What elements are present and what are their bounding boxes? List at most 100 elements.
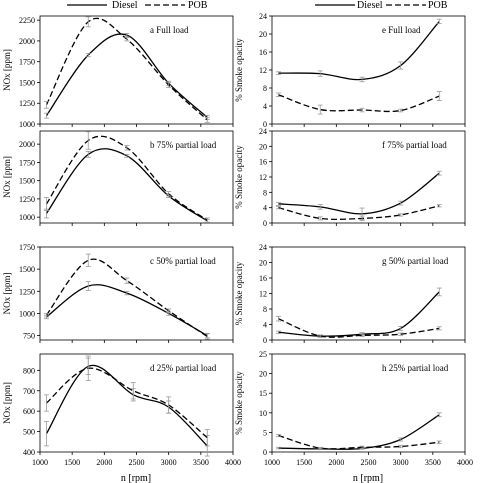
y-tick-label: 1000 <box>19 309 35 318</box>
legend-diesel-label: Diesel <box>112 0 138 11</box>
chart-panel-h: 0 5 10 15 20 25 1000 1500 2000 2500 3000 3500 4000 % … <box>234 350 473 467</box>
series-line-diesel <box>278 291 440 337</box>
x-tick-label: 3500 <box>425 458 441 467</box>
y-tick-label: 1250 <box>19 195 35 204</box>
y-tick-label: 0 <box>263 448 267 457</box>
x-tick-label: 2000 <box>328 458 344 467</box>
series-line-diesel <box>45 33 208 118</box>
y-tick-label: 20 <box>259 142 267 151</box>
y-tick-label: 2000 <box>19 37 35 46</box>
x-tick-label: 3000 <box>161 458 177 467</box>
y-tick-label: 1250 <box>19 99 35 108</box>
x-tick-label: 1000 <box>264 458 280 467</box>
y-tick-label: 4 <box>263 204 267 213</box>
x-tick-label: 4000 <box>225 458 241 467</box>
y-axis-label: NOx [ppm] <box>2 273 12 315</box>
y-tick-label: 16 <box>259 48 267 57</box>
y-axis-label: % Smoke opacity <box>234 145 244 209</box>
panel-title: g 50% partial load <box>382 256 449 266</box>
y-tick-label: 400 <box>23 448 35 457</box>
panel-title: d 25% partial load <box>150 363 217 373</box>
y-tick-label: 4 <box>263 102 267 111</box>
y-tick-label: 10 <box>259 409 267 418</box>
y-tick-label: 500 <box>23 428 35 437</box>
y-tick-label: 0 <box>263 120 267 129</box>
series-line-diesel <box>45 364 208 447</box>
y-tick-label: 2000 <box>19 140 35 149</box>
y-tick-label: 1000 <box>19 213 35 222</box>
panel-title: h 25% partial load <box>382 363 449 373</box>
panel-title: b 75% partial load <box>150 140 217 150</box>
legend-diesel-label: Diesel <box>357 0 383 11</box>
y-tick-label: 24 <box>259 243 267 252</box>
x-tick-label: 4000 <box>457 458 473 467</box>
y-tick-label: 20 <box>259 259 267 268</box>
y-tick-label: 700 <box>23 387 35 396</box>
chart-panel-a: 1000 1250 1500 1750 2000 2250 NOx [ppm] a Full … <box>2 15 234 129</box>
y-tick-label: 15 <box>259 389 267 398</box>
series-line-diesel <box>278 414 440 450</box>
chart-panel-g: 0 4 8 12 16 20 24 % Smoke opacity g 50% partial … <box>234 243 466 345</box>
series-line-pob <box>278 94 440 113</box>
y-tick-label: 16 <box>259 274 267 283</box>
y-tick-label: 1500 <box>19 78 35 87</box>
plot-frame <box>39 15 234 125</box>
x-tick-label: 2500 <box>361 458 377 467</box>
panel-title: f 75% partial load <box>382 140 447 150</box>
y-tick-label: 1000 <box>19 120 35 129</box>
x-tick-label: 1500 <box>296 458 312 467</box>
chart-panel-b: 1000 1250 1500 1750 2000 NOx [ppm] b 75% parti… <box>2 130 234 226</box>
y-tick-label: 25 <box>259 350 267 359</box>
panel-title: c 50% partial load <box>150 256 216 266</box>
x-tick-label: 1500 <box>64 458 80 467</box>
y-tick-label: 0 <box>263 219 267 228</box>
y-tick-label: 4 <box>263 321 267 330</box>
x-tick-label: 1000 <box>32 458 48 467</box>
chart-panel-d: 400 500 600 700 800 1000 1500 2000 2500 3000 3500 4… <box>2 353 241 467</box>
y-tick-label: 1250 <box>19 287 35 296</box>
y-tick-label: 1500 <box>19 177 35 186</box>
series-line-pob <box>278 205 440 220</box>
legend-pob-label: POB <box>188 0 208 11</box>
y-axis-label: NOx [ppm] <box>2 49 12 91</box>
y-tick-label: 20 <box>259 370 267 379</box>
y-axis-label: % Smoke opacity <box>234 261 244 325</box>
legend-left: Diesel POB <box>67 0 208 11</box>
series-line-pob <box>278 318 440 338</box>
chart-panel-c: 750 1000 1250 1500 1750 NOx [ppm] c 50% partia… <box>2 243 234 343</box>
y-tick-label: 12 <box>259 173 267 182</box>
x-tick-label: 3000 <box>393 458 409 467</box>
x-axis-label-left: n [rpm] <box>121 473 151 483</box>
y-tick-label: 8 <box>263 188 267 197</box>
y-tick-label: 800 <box>23 366 35 375</box>
y-tick-label: 5 <box>263 428 267 437</box>
y-axis-label: % Smoke opacity <box>234 38 244 102</box>
y-tick-label: 1500 <box>19 265 35 274</box>
y-tick-label: 1750 <box>19 158 35 167</box>
x-tick-label: 2000 <box>96 458 112 467</box>
x-tick-label: 3500 <box>193 458 209 467</box>
x-tick-label: 2500 <box>129 458 145 467</box>
y-tick-label: 16 <box>259 158 267 167</box>
chart-panel-f: 0 4 8 12 16 20 24 % Smoke opacity f 75% partial … <box>234 127 466 228</box>
series-line-pob <box>278 434 440 450</box>
chart-panel-e: 0 4 8 12 16 20 24 % Smoke opacity e Full load <box>234 12 466 129</box>
y-tick-label: 24 <box>259 12 267 21</box>
y-tick-label: 0 <box>263 336 267 345</box>
y-tick-label: 1750 <box>19 243 35 252</box>
y-tick-label: 750 <box>23 332 35 341</box>
y-tick-label: 12 <box>259 290 267 299</box>
y-tick-label: 12 <box>259 66 267 75</box>
series-line-diesel <box>278 172 440 215</box>
y-axis-label: NOx [ppm] <box>2 382 12 424</box>
legend-pob-label: POB <box>428 0 448 11</box>
plot-frame <box>271 15 466 125</box>
panel-title: e Full load <box>382 25 421 35</box>
y-axis-label: % Smoke opacity <box>234 371 244 435</box>
y-axis-label: NOx [ppm] <box>2 156 12 198</box>
x-axis-label-right: n [rpm] <box>353 473 383 483</box>
series-line-pob <box>45 258 208 338</box>
panel-title: a Full load <box>150 25 189 35</box>
